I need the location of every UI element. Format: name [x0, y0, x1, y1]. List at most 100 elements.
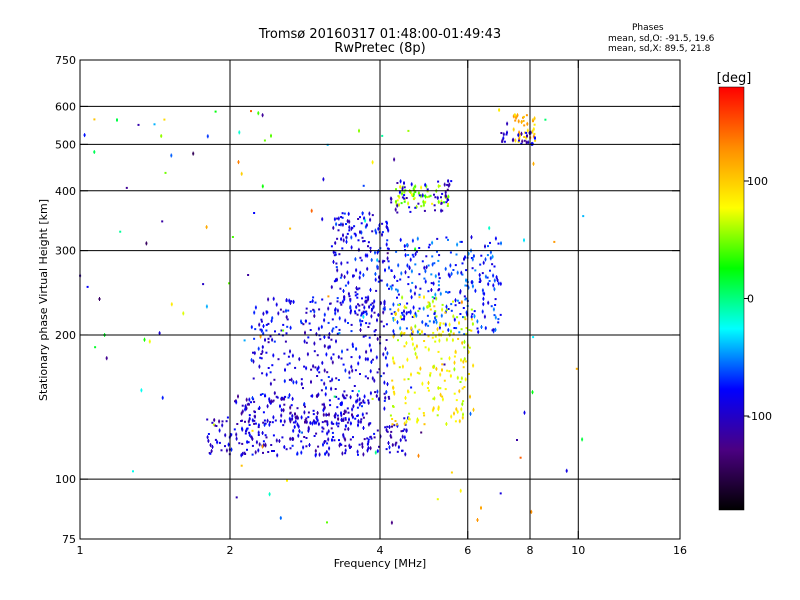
scatter-point [470, 411, 471, 416]
scatter-point [445, 422, 447, 426]
scatter-point [248, 414, 251, 417]
scatter-point [255, 305, 257, 310]
scatter-point [202, 283, 205, 286]
scatter-point [461, 387, 464, 390]
scatter-point [404, 244, 406, 248]
scatter-point [494, 304, 497, 306]
scatter-point [374, 272, 376, 276]
scatter-point [211, 449, 213, 454]
scatter-point [463, 333, 466, 336]
scatter-point [393, 318, 396, 321]
scatter-point [182, 311, 184, 316]
scatter-point [413, 391, 416, 394]
scatter-point [424, 346, 427, 349]
scatter-point [404, 435, 406, 440]
scatter-point [314, 420, 316, 425]
scatter-point [357, 423, 359, 428]
scatter-point [426, 196, 429, 199]
scatter-point [440, 357, 443, 360]
scatter-point [243, 339, 246, 342]
scatter-point [265, 329, 268, 332]
scatter-point [400, 237, 402, 242]
scatter-point [341, 400, 343, 405]
scatter-point [401, 331, 403, 336]
scatter-point [360, 230, 362, 235]
scatter-point [366, 223, 368, 228]
scatter-point [359, 397, 361, 402]
scatter-point [414, 191, 417, 194]
scatter-point [434, 196, 437, 199]
scatter-point [358, 287, 361, 290]
scatter-point [286, 325, 289, 328]
scatter-point [458, 320, 460, 325]
scatter-point [264, 393, 266, 398]
scatter-point [437, 180, 440, 183]
scatter-point [350, 356, 353, 359]
scatter-point [411, 336, 413, 341]
scatter-point [335, 278, 337, 282]
scatter-point [453, 367, 455, 372]
scatter-point [410, 326, 412, 331]
scatter-point [289, 419, 291, 424]
scatter-point [397, 288, 399, 293]
scatter-point [423, 340, 426, 342]
scatter-point [429, 373, 431, 378]
scatter-point [453, 411, 455, 416]
scatter-point [411, 182, 413, 187]
scatter-point [330, 386, 332, 391]
scatter-point [226, 416, 229, 419]
scatter-point [503, 132, 505, 137]
scatter-point [386, 221, 388, 226]
scatter-point [433, 406, 435, 411]
scatter-point [344, 437, 346, 442]
scatter-point [236, 436, 238, 441]
scatter-point [244, 453, 247, 455]
scatter-point [339, 443, 340, 448]
scatter-point [390, 196, 392, 201]
scatter-point [211, 421, 214, 424]
scatter-point [280, 419, 282, 423]
scatter-point [273, 340, 276, 343]
scatter-point [354, 294, 357, 297]
scatter-point [310, 379, 312, 384]
scatter-point [464, 318, 467, 321]
scatter-point [488, 226, 490, 231]
scatter-point [521, 131, 522, 136]
scatter-point [461, 273, 464, 276]
scatter-point [311, 208, 313, 213]
scatter-point [390, 269, 393, 272]
scatter-point [461, 402, 463, 407]
scatter-point [274, 330, 276, 333]
scatter-point [221, 423, 223, 428]
scatter-point [287, 355, 290, 358]
scatter-point [365, 310, 368, 313]
scatter-point [317, 411, 319, 415]
scatter-point [251, 436, 253, 441]
y-tick-label: 100 [55, 473, 76, 486]
scatter-point [436, 237, 439, 240]
scatter-point [273, 296, 275, 301]
scatter-point [337, 425, 340, 428]
scatter-point [323, 381, 325, 386]
scatter-point [450, 309, 453, 312]
scatter-point [468, 329, 471, 331]
scatter-point [332, 353, 335, 356]
scatter-point [289, 227, 292, 230]
scatter-point [421, 381, 423, 386]
scatter-point [286, 479, 288, 482]
scatter-point [289, 416, 291, 421]
scatter-point [434, 315, 436, 320]
scatter-point [216, 440, 218, 445]
scatter-point [247, 274, 250, 276]
scatter-point [215, 425, 218, 427]
scatter-point [367, 446, 369, 451]
scatter-point [344, 418, 347, 421]
scatter-point [281, 396, 284, 399]
scatter-point [280, 413, 282, 418]
scatter-point [291, 444, 294, 447]
x-tick-label: 1 [77, 544, 84, 557]
scatter-point [345, 223, 347, 225]
scatter-point [518, 136, 520, 141]
scatter-point [387, 256, 389, 261]
scatter-point [479, 263, 482, 266]
